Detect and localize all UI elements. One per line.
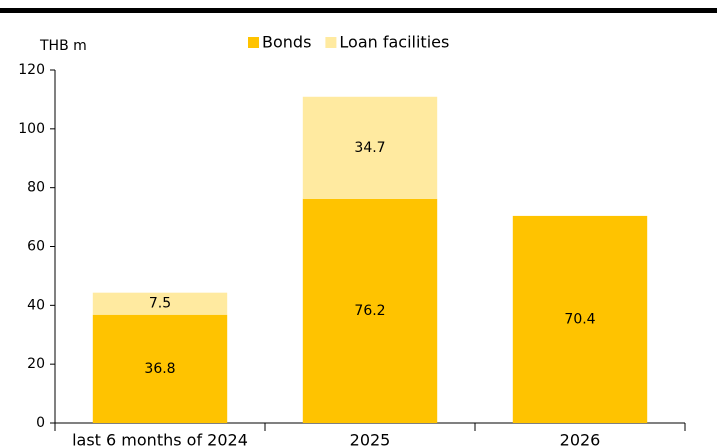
y-tick-label: 0 xyxy=(36,415,45,431)
y-tick-label: 60 xyxy=(27,239,45,255)
legend-swatch xyxy=(325,37,337,48)
bar-segment xyxy=(302,198,438,423)
y-tick-label: 120 xyxy=(18,62,45,78)
data-label: 76.2 xyxy=(354,303,385,319)
bar-segment xyxy=(92,314,228,423)
data-label: 70.4 xyxy=(564,311,595,327)
x-tick-label: 2026 xyxy=(560,431,601,448)
x-tick-label: last 6 months of 2024 xyxy=(72,431,248,448)
bar-segment xyxy=(512,215,648,423)
bar-segment xyxy=(302,96,438,199)
y-tick-label: 40 xyxy=(27,297,45,313)
header-rule xyxy=(0,8,717,13)
y-axis-label: THB m xyxy=(39,38,87,54)
legend-swatch xyxy=(248,37,259,48)
data-label: 7.5 xyxy=(149,296,171,312)
x-tick-label: 2025 xyxy=(350,431,391,448)
y-tick-label: 80 xyxy=(27,180,45,196)
y-tick-label: 20 xyxy=(27,356,45,372)
legend-label: Loan facilities xyxy=(339,33,449,52)
y-tick-label: 100 xyxy=(18,121,45,137)
data-label: 36.8 xyxy=(144,361,175,377)
legend-label: Bonds xyxy=(262,33,311,52)
data-label: 34.7 xyxy=(354,140,385,156)
bar-segment xyxy=(92,292,228,315)
